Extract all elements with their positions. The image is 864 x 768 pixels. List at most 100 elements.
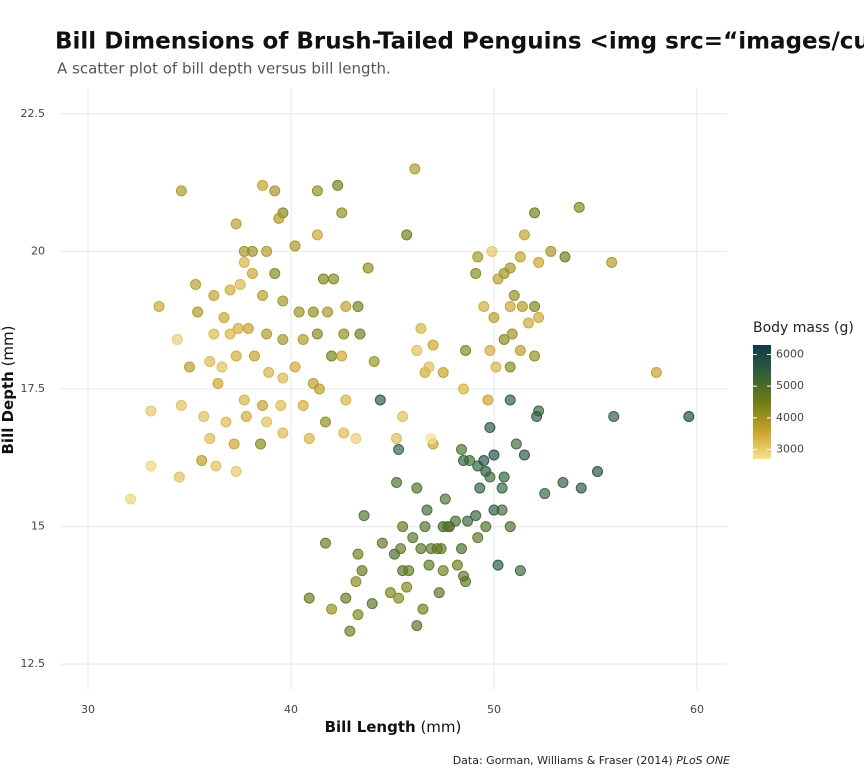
point (504, 394, 516, 406)
point (230, 218, 242, 230)
point (559, 251, 571, 263)
point (504, 361, 516, 373)
point (344, 625, 356, 637)
chart-subtitle: A scatter plot of bill depth versus bill… (57, 60, 391, 78)
point (401, 229, 413, 241)
x-label-bold: Bill Length (325, 718, 416, 736)
x-tick-label: 60 (690, 703, 704, 716)
point (322, 306, 334, 318)
point (204, 433, 216, 445)
point (393, 592, 405, 604)
point (518, 449, 530, 461)
point (460, 344, 472, 356)
point (218, 311, 230, 323)
point (391, 433, 403, 445)
point (238, 256, 250, 268)
point (533, 256, 545, 268)
point (449, 515, 461, 527)
point (350, 433, 362, 445)
point (510, 438, 522, 450)
point (293, 306, 305, 318)
point (683, 411, 695, 423)
point (289, 361, 301, 373)
point (514, 251, 526, 263)
point (425, 433, 437, 445)
point (356, 565, 368, 577)
point (516, 300, 528, 312)
point (228, 438, 240, 450)
point (484, 471, 496, 483)
point (484, 422, 496, 434)
point (482, 394, 494, 406)
point (350, 576, 362, 588)
point (496, 504, 508, 516)
point (533, 405, 545, 417)
point (451, 559, 463, 571)
point (591, 466, 603, 478)
point (492, 273, 504, 285)
point (411, 482, 423, 494)
point (275, 400, 287, 412)
point (352, 300, 364, 312)
point (307, 306, 319, 318)
point (210, 460, 222, 472)
point (504, 300, 516, 312)
point (311, 185, 323, 197)
point (480, 521, 492, 533)
point (397, 521, 409, 533)
point (354, 328, 366, 340)
point (462, 515, 474, 527)
point (246, 267, 258, 279)
point (263, 366, 275, 378)
point (269, 185, 281, 197)
point (486, 245, 498, 257)
point (311, 328, 323, 340)
point (171, 333, 183, 345)
point (261, 245, 273, 257)
point (458, 383, 470, 395)
point (391, 477, 403, 489)
point (173, 471, 185, 483)
point (376, 537, 388, 549)
point (529, 207, 541, 219)
point (362, 262, 374, 274)
point (522, 317, 534, 329)
y-tick-label: 22.5 (21, 107, 46, 120)
point (455, 444, 467, 456)
point (352, 548, 364, 560)
y-tick-label: 17.5 (21, 382, 46, 395)
point (397, 411, 409, 423)
point (411, 620, 423, 632)
point (435, 543, 447, 555)
point (313, 383, 325, 395)
point (368, 355, 380, 367)
point (340, 592, 352, 604)
point (490, 361, 502, 373)
points (125, 163, 695, 637)
point (529, 350, 541, 362)
point (504, 262, 516, 274)
point (326, 603, 338, 615)
point (326, 350, 338, 362)
point (529, 300, 541, 312)
point (175, 185, 187, 197)
point (336, 207, 348, 219)
point (277, 295, 289, 307)
point (269, 267, 281, 279)
point (441, 521, 453, 533)
point (242, 322, 254, 334)
point (125, 493, 137, 505)
point (338, 427, 350, 439)
point (374, 394, 386, 406)
point (332, 179, 344, 191)
point (557, 477, 569, 489)
point (273, 212, 285, 224)
point (496, 482, 508, 494)
point (415, 543, 427, 555)
point (303, 592, 315, 604)
point (474, 482, 486, 494)
point (257, 179, 269, 191)
point (506, 328, 518, 340)
point (407, 532, 419, 544)
point (508, 289, 520, 301)
